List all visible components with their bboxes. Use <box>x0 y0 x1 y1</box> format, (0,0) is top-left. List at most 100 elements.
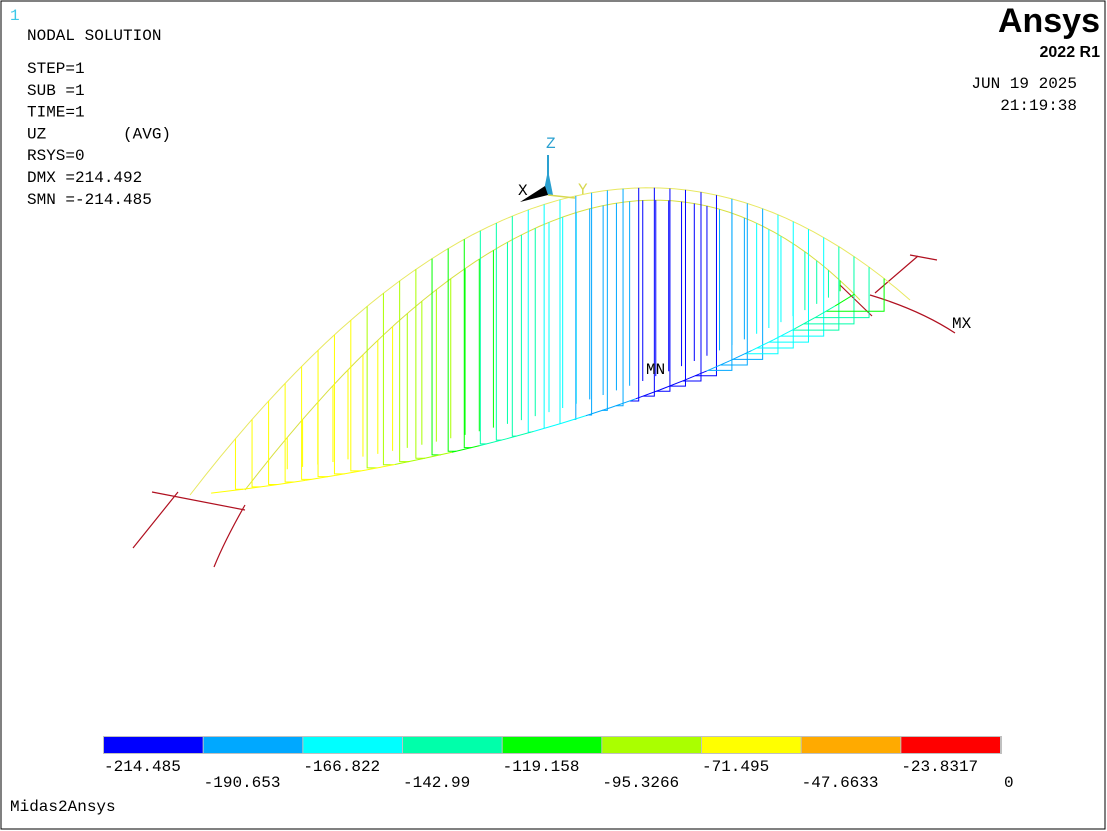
legend-swatch <box>502 737 602 753</box>
hanger <box>333 334 379 475</box>
deck-segment <box>479 438 508 447</box>
info-line: TIME=1 <box>27 104 85 122</box>
legend-label: -166.822 <box>303 758 380 776</box>
hanger <box>815 267 870 319</box>
deck-segment <box>335 469 366 476</box>
deck-segment <box>659 380 684 391</box>
hanger <box>629 187 644 402</box>
hanger <box>415 269 452 459</box>
hanger <box>527 209 550 433</box>
info-line: NODAL SOLUTION <box>27 27 161 45</box>
deck-segment <box>706 360 730 372</box>
hanger <box>643 187 657 397</box>
hanger <box>382 293 423 466</box>
legend-label: -95.3266 <box>602 774 679 792</box>
hanger <box>284 383 334 483</box>
window-number: 1 <box>10 7 20 25</box>
hanger <box>588 192 604 416</box>
deck-segment <box>533 423 561 432</box>
release: 2022 R1 <box>1040 44 1101 61</box>
deck-segment <box>635 389 661 400</box>
hanger <box>792 246 840 331</box>
deck-segment <box>506 430 534 440</box>
deck-segment <box>559 415 586 425</box>
legend-swatch <box>801 737 901 753</box>
hanger <box>463 239 494 449</box>
support <box>839 254 956 334</box>
legend-swatch <box>702 737 801 753</box>
hanger <box>826 278 885 312</box>
deck-segment <box>814 305 836 319</box>
deck-segment <box>729 350 752 362</box>
info-line: STEP=1 <box>27 60 85 78</box>
hanger <box>745 214 779 355</box>
hanger <box>602 190 617 411</box>
support <box>132 491 246 568</box>
hanger <box>234 437 288 490</box>
min-marker: MN <box>646 361 665 379</box>
hanger <box>399 280 437 463</box>
legend-label: -214.485 <box>104 758 181 776</box>
hanger <box>669 189 686 387</box>
hanger <box>615 188 631 407</box>
triad-z: Z <box>546 135 556 153</box>
brand-logo: Ansys <box>998 2 1100 40</box>
triad-y: Y <box>578 181 588 199</box>
hanger <box>803 256 855 325</box>
hanger <box>695 195 717 377</box>
legend-label: -23.8317 <box>901 758 978 776</box>
deck-segment <box>585 407 612 417</box>
legend-label: -71.495 <box>702 758 769 776</box>
legend-swatch <box>203 737 303 753</box>
legend-label: -47.6633 <box>802 774 879 792</box>
legend-swatch <box>602 737 701 753</box>
deck-segment <box>451 445 480 453</box>
legend-label: -190.653 <box>204 774 281 792</box>
info-block: NODAL SOLUTION STEP=1 SUB =1 TIME=1 UZ (AVG)… <box>27 27 171 209</box>
hanger <box>720 203 748 366</box>
deck-segment <box>794 317 816 330</box>
max-marker: MX <box>952 315 972 333</box>
hanger <box>431 258 466 456</box>
deck-segment <box>394 458 424 465</box>
legend-swatch <box>901 737 1000 753</box>
time: 21:19:38 <box>1000 97 1077 115</box>
footer: Midas2Ansys <box>10 798 116 816</box>
deck-segment <box>274 479 306 486</box>
deck-segment <box>423 451 453 460</box>
triad-x: X <box>518 182 528 200</box>
date: JUN 19 2025 <box>971 75 1077 93</box>
legend-swatch <box>104 737 203 753</box>
deck-segment <box>610 398 636 408</box>
deck-segment <box>834 293 855 307</box>
deck-segment <box>211 488 244 494</box>
hanger <box>682 192 702 382</box>
deck-segment <box>365 464 395 471</box>
hanger <box>350 320 394 472</box>
model <box>132 187 956 568</box>
hanger <box>707 198 733 371</box>
info-line: UZ (AVG) <box>27 125 171 143</box>
deck-segment <box>773 328 795 341</box>
hanger <box>251 419 304 488</box>
legend-label: 0 <box>1004 774 1014 792</box>
hanger <box>447 248 480 452</box>
arch-rib <box>189 187 911 496</box>
info-line: DMX =214.492 <box>27 169 142 187</box>
info-line: RSYS=0 <box>27 147 85 165</box>
legend-swatch <box>303 737 402 753</box>
legend-label: -119.158 <box>503 758 580 776</box>
legend-swatch <box>403 737 502 753</box>
deck-segment <box>751 339 774 352</box>
hanger <box>268 401 319 486</box>
deck-segment <box>305 474 336 481</box>
hanger <box>317 350 364 478</box>
hanger <box>511 216 536 437</box>
deck-segment <box>683 370 707 382</box>
hanger <box>656 188 671 392</box>
hanger <box>495 223 522 441</box>
legend-label: -142.99 <box>403 774 470 792</box>
